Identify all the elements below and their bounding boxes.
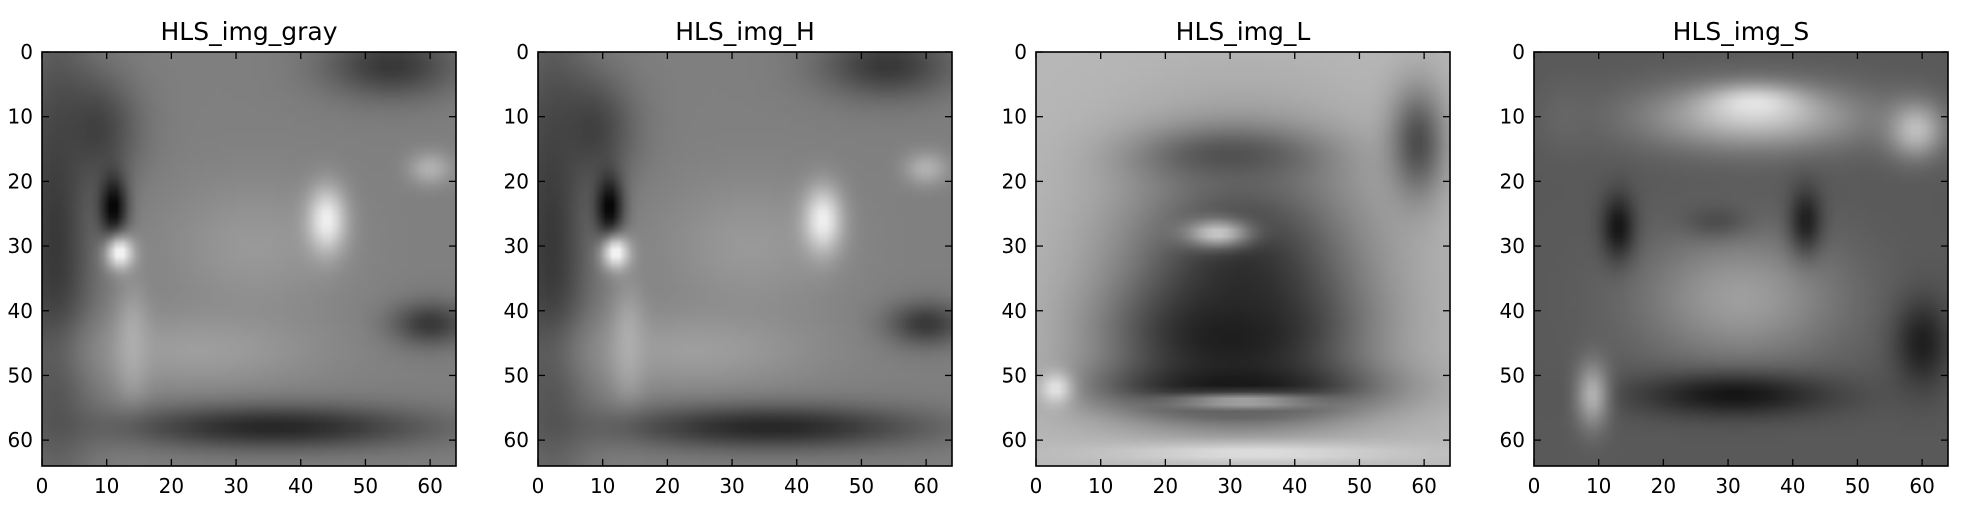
x-tick-label: 40 — [288, 474, 313, 498]
subplot-title: HLS_img_L — [1176, 17, 1311, 46]
heatmap-image — [42, 52, 456, 466]
y-tick-label: 40 — [1500, 299, 1525, 323]
y-tick-label: 40 — [504, 299, 529, 323]
y-tick-label: 30 — [1500, 234, 1525, 258]
y-tick-label: 60 — [8, 428, 33, 452]
x-tick-label: 20 — [159, 474, 184, 498]
y-tick-label: 60 — [1002, 428, 1027, 452]
y-tick-label: 30 — [504, 234, 529, 258]
x-tick-label: 60 — [1909, 474, 1934, 498]
y-tick-label: 40 — [8, 299, 33, 323]
x-tick-label: 0 — [36, 474, 49, 498]
y-tick-label: 10 — [8, 105, 33, 129]
y-tick-label: 60 — [504, 428, 529, 452]
x-tick-label: 0 — [1528, 474, 1541, 498]
x-tick-label: 40 — [1780, 474, 1805, 498]
y-tick-label: 10 — [504, 105, 529, 129]
y-tick-label: 50 — [504, 363, 529, 387]
x-tick-label: 50 — [849, 474, 874, 498]
subplot-title: HLS_img_gray — [160, 17, 337, 46]
y-tick-label: 40 — [1002, 299, 1027, 323]
x-tick-label: 60 — [913, 474, 938, 498]
subplot-title: HLS_img_H — [675, 17, 815, 46]
x-tick-label: 10 — [1088, 474, 1113, 498]
y-tick-label: 20 — [8, 169, 33, 193]
x-tick-label: 20 — [1153, 474, 1178, 498]
y-tick-label: 30 — [8, 234, 33, 258]
x-tick-label: 40 — [1282, 474, 1307, 498]
y-tick-label: 0 — [1512, 40, 1525, 64]
x-tick-label: 50 — [353, 474, 378, 498]
x-tick-label: 60 — [417, 474, 442, 498]
x-tick-label: 50 — [1845, 474, 1870, 498]
y-tick-label: 20 — [504, 169, 529, 193]
y-tick-label: 0 — [516, 40, 529, 64]
y-tick-label: 30 — [1002, 234, 1027, 258]
x-tick-label: 10 — [590, 474, 615, 498]
heatmap-image — [1534, 52, 1948, 466]
y-tick-label: 0 — [20, 40, 33, 64]
heatmap-image — [1036, 52, 1450, 466]
y-tick-label: 50 — [1500, 363, 1525, 387]
y-tick-label: 50 — [1002, 363, 1027, 387]
x-tick-label: 50 — [1347, 474, 1372, 498]
y-tick-label: 60 — [1500, 428, 1525, 452]
x-tick-label: 30 — [1217, 474, 1242, 498]
heatmap-image — [538, 52, 952, 466]
x-tick-label: 60 — [1411, 474, 1436, 498]
x-tick-label: 10 — [94, 474, 119, 498]
y-tick-label: 20 — [1002, 169, 1027, 193]
x-tick-label: 20 — [1651, 474, 1676, 498]
x-tick-label: 30 — [223, 474, 248, 498]
x-tick-label: 20 — [655, 474, 680, 498]
x-tick-label: 40 — [784, 474, 809, 498]
x-tick-label: 10 — [1586, 474, 1611, 498]
y-tick-label: 20 — [1500, 169, 1525, 193]
y-tick-label: 0 — [1014, 40, 1027, 64]
y-tick-label: 50 — [8, 363, 33, 387]
x-tick-label: 30 — [719, 474, 744, 498]
x-tick-label: 30 — [1715, 474, 1740, 498]
y-tick-label: 10 — [1002, 105, 1027, 129]
x-tick-label: 0 — [532, 474, 545, 498]
subplot-title: HLS_img_S — [1673, 17, 1810, 46]
x-tick-label: 0 — [1030, 474, 1043, 498]
y-tick-label: 10 — [1500, 105, 1525, 129]
